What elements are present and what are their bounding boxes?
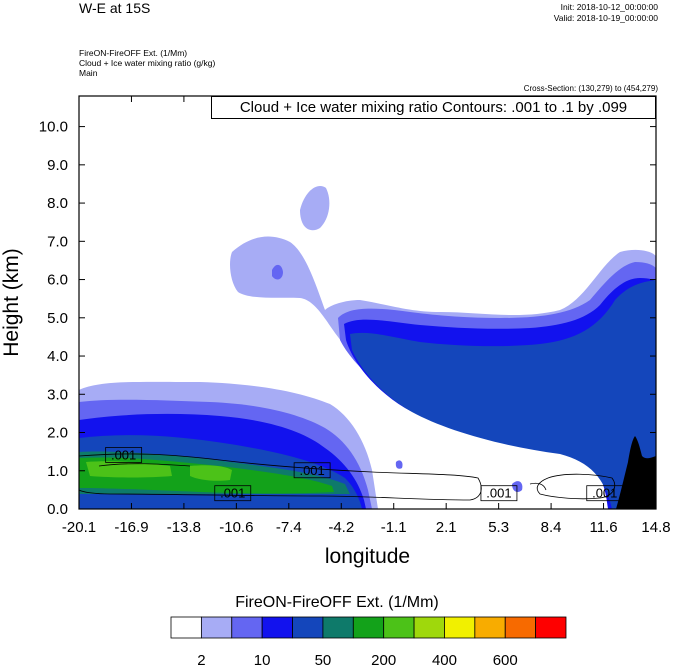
contour-label-box xyxy=(214,485,252,502)
x-axis-label: longitude xyxy=(325,545,410,568)
x-tick-label: -13.8 xyxy=(167,519,201,536)
y-tick-label: 4.0 xyxy=(47,348,68,365)
y-tick-label: 8.0 xyxy=(47,195,68,212)
colorbar-swatch xyxy=(535,616,567,639)
colorbar-swatch xyxy=(504,616,537,639)
colorbar-swatch xyxy=(231,616,263,639)
colorbar-label: 200 xyxy=(371,652,396,667)
domain-name: Main xyxy=(79,68,98,78)
colorbar-swatch xyxy=(261,616,293,639)
x-tick-label: -7.4 xyxy=(276,519,302,536)
contour-label: .001 xyxy=(299,463,324,478)
colorbar: 2 10 50 200 400 600 xyxy=(170,616,567,667)
colorbar-label: 2 xyxy=(197,652,205,667)
x-tick-label: -16.9 xyxy=(114,519,148,536)
y-tick-label: 10.0 xyxy=(39,119,68,136)
x-tick-label: -20.1 xyxy=(62,519,96,536)
contour-label-box xyxy=(293,462,331,479)
colorbar-swatch xyxy=(474,616,506,639)
colorbar-label: 400 xyxy=(432,652,457,667)
y-tick-label: 3.0 xyxy=(47,386,68,403)
plot-title: W-E at 15S xyxy=(79,0,151,16)
cross-section-label: Cross-Section: (130,279) to (454,279) xyxy=(523,84,658,93)
y-tick-label: 1.0 xyxy=(47,463,68,480)
x-tick-label: 8.4 xyxy=(541,519,562,536)
y-tick-label: 9.0 xyxy=(47,157,68,174)
y-tick-label: 5.0 xyxy=(47,310,68,327)
colorbar-swatch xyxy=(292,616,324,639)
y-tick-label: 6.0 xyxy=(47,272,68,289)
contour-info-box: Cloud + Ice water mixing ratio Contours:… xyxy=(211,96,656,119)
contour-label-box xyxy=(105,447,143,463)
x-tick-label: 14.8 xyxy=(641,519,670,536)
colorbar-swatch xyxy=(352,616,385,639)
colorbar-swatch xyxy=(170,616,202,639)
y-axis-label: Height (km) xyxy=(0,248,23,357)
colorbar-title: FireON-FireOFF Ext. (1/Mm) xyxy=(235,594,439,611)
y-tick-label: 2.0 xyxy=(47,425,68,442)
contour-label: .001 xyxy=(111,447,136,462)
colorbar-label: 10 xyxy=(254,652,271,667)
colorbar-label: 600 xyxy=(493,652,518,667)
x-tick-label: -10.6 xyxy=(219,519,253,536)
contour-label-box xyxy=(586,485,624,502)
field-description: FireON-FireOFF Ext. (1/Mm) Cloud + Ice w… xyxy=(79,48,215,78)
contour-label-box xyxy=(480,485,518,502)
contour-label: .001 xyxy=(592,486,617,501)
colorbar-label: 50 xyxy=(315,652,332,667)
valid-time: Valid: 2018-10-19_00:00:00 xyxy=(553,13,658,23)
axes: -20.1 -16.9 -13.8 -10.6 -7.4 -4.2 -1.1 2.1 5.3 8.… xyxy=(0,96,671,568)
contour-field-name: Cloud + Ice water mixing ratio (g/kg) xyxy=(79,58,216,68)
init-valid-time: Init: 2018-10-12_00:00:00 Valid: 2018-10… xyxy=(554,2,658,24)
colorbar-swatch xyxy=(200,616,233,639)
colorbar-swatch xyxy=(322,616,354,639)
x-tick-label: 2.1 xyxy=(436,519,457,536)
contour-label: .001 xyxy=(220,486,245,501)
contour-label: .001 xyxy=(486,486,511,501)
colorbar-swatch xyxy=(444,616,476,639)
x-tick-label: 5.3 xyxy=(488,519,509,536)
colorbar-swatch xyxy=(383,616,415,639)
x-tick-label: -1.1 xyxy=(381,519,407,536)
colorbar-swatch xyxy=(413,616,445,639)
init-time: Init: 2018-10-12_00:00:00 xyxy=(560,2,658,12)
extinction-field xyxy=(79,96,656,509)
x-tick-label: -4.2 xyxy=(328,519,354,536)
y-tick-label: 7.0 xyxy=(47,233,68,250)
field-name: FireON-FireOFF Ext. (1/Mm) xyxy=(79,48,188,58)
x-tick-label: 11.6 xyxy=(589,519,617,536)
contour-labels: .001 .001 .001 .001 .001 xyxy=(105,447,624,502)
y-tick-label: 0.0 xyxy=(47,501,68,518)
